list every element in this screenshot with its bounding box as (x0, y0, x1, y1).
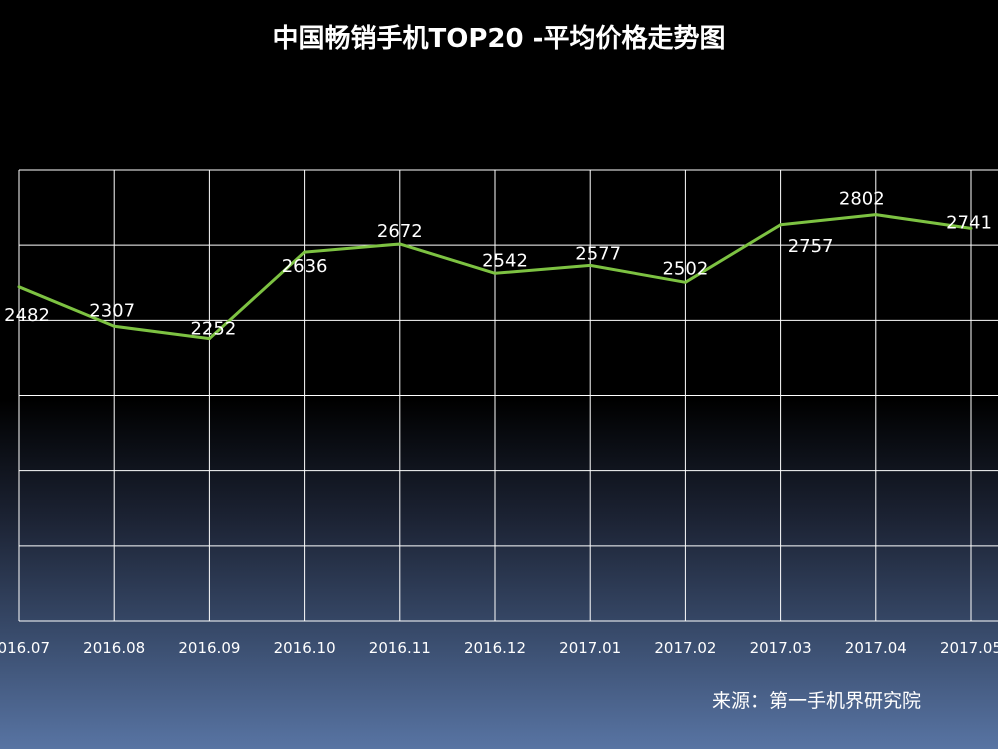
horizontal-gridlines (19, 169, 998, 622)
data-label: 2636 (282, 256, 328, 277)
data-point (969, 226, 973, 230)
data-label: 2252 (190, 319, 236, 340)
data-point (17, 285, 21, 289)
data-label: 2741 (946, 212, 992, 233)
x-tick-label: 2017.03 (750, 639, 812, 657)
series-line-group (17, 213, 973, 341)
data-point (779, 223, 783, 227)
data-point (303, 250, 307, 254)
data-label: 2542 (482, 250, 528, 271)
data-label: 2802 (839, 189, 885, 210)
x-tick-label: 2017.04 (845, 639, 907, 657)
x-axis-tick-labels: 2016.07 2016.08 2016.09 2016.10 2016.11 2016.… (0, 639, 998, 657)
x-tick-label: 2017.05 (940, 639, 998, 657)
x-tick-label: 2016.11 (369, 639, 431, 657)
data-point (112, 324, 116, 328)
data-label: 2672 (377, 221, 423, 242)
data-label: 2757 (788, 236, 834, 257)
data-point (874, 213, 878, 217)
data-point (493, 271, 497, 275)
data-point (588, 263, 592, 267)
data-point (398, 242, 402, 246)
x-tick-label: 2016.10 (274, 639, 336, 657)
data-label: 2307 (89, 300, 135, 321)
x-tick-label: 2016.08 (83, 639, 145, 657)
data-label: 2577 (575, 243, 621, 264)
x-tick-label: 2017.02 (654, 639, 716, 657)
source-note: 来源：第一手机界研究院 (712, 690, 922, 712)
data-label: 2482 (4, 305, 50, 326)
x-tick-label: 2016.07 (0, 639, 50, 657)
data-label: 2502 (662, 258, 708, 279)
vertical-gridlines (18, 170, 972, 621)
x-tick-label: 2016.09 (178, 639, 240, 657)
data-point (207, 337, 211, 341)
data-point (683, 280, 687, 284)
chart-title: 中国畅销手机TOP20 -平均价格走势图 (272, 24, 726, 54)
data-labels: 2482 2307 2252 2636 2672 2542 2577 2502 2757 2802… (4, 189, 992, 340)
x-tick-label: 2017.01 (559, 639, 621, 657)
x-tick-label: 2016.12 (464, 639, 526, 657)
